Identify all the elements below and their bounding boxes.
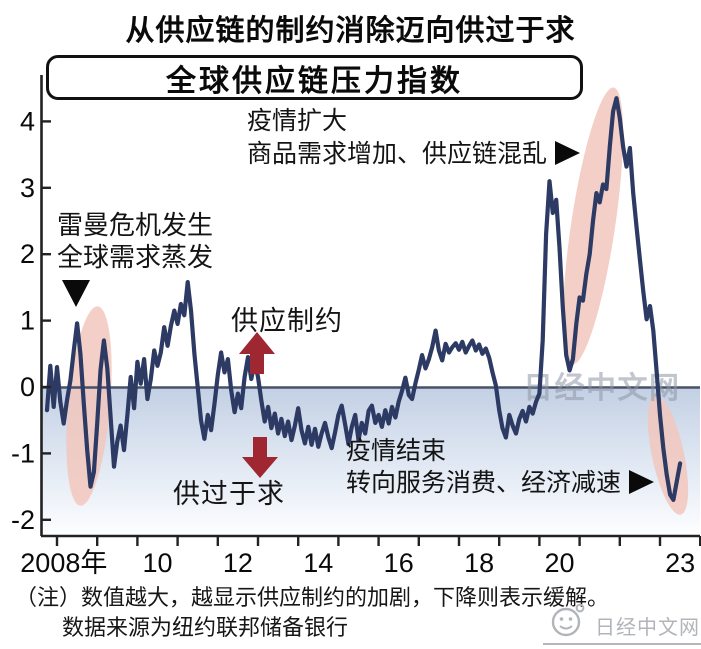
nikkei-logo-icon [551,603,585,637]
x-axis-labels: 2008年 10 12 14 16 18 20 23 [20,548,695,578]
annotation-pandemic-expand-line2-text: 商品需求增加、供应链混乱 [247,140,548,168]
y-tick-label: 4 [20,106,35,136]
footnote-line1: （注）数值越大，越显示供应制约的加剧，下降则表示缓解。 [15,585,610,610]
y-tick-label: 1 [20,306,35,336]
nikkei-logo: 日经中文网 [543,602,701,648]
y-tick-label: -1 [11,438,35,468]
supply-constraint-up-arrow [239,332,275,374]
x-tick-label: 12 [223,548,253,578]
annotation-pandemic-end-line1: 疫情结束 [346,437,447,465]
index-label: 全球供应链压力指数 [166,64,463,98]
annotation-pandemic-end-line2-text: 转向服务消费、经济减速 [346,469,622,497]
x-tick-label: 2008年 [20,548,107,578]
below-zero-gradient-area [42,388,700,536]
x-tick-label: 14 [303,548,333,578]
pointer-right-icon [629,470,655,494]
pointer-down-icon [62,280,90,307]
x-axis-ticks [55,536,701,546]
y-tick-label: 3 [20,173,35,203]
y-axis-ticks [41,120,51,521]
annotation-lehman-line2: 全球需求蒸发 [57,242,214,272]
annotation-pandemic-expand-line2: 商品需求增加、供应链混乱 [247,138,581,171]
annotation-lehman-line1: 雷曼危机发生 [57,210,214,240]
footnote: （注）数值越大，越显示供应制约的加剧，下降则表示缓解。 数据来源为纽约联邦储备银… [15,583,609,643]
pointer-right-icon [555,141,581,165]
annotation-pandemic-end: 疫情结束 转向服务消费、经济减速 [346,435,655,499]
pressure-index-line [44,96,683,502]
y-tick-label: 0 [20,372,35,402]
nikkei-logo-underline [543,643,701,645]
x-tick-label: 23 [665,548,695,578]
x-tick-label: 16 [384,548,414,578]
y-axis-labels: 4 3 2 1 0 -1 -2 [11,106,35,534]
chart-title: 从供应链的制约消除迈向供过于求 [125,15,576,47]
annotation-oversupply: 供过于求 [173,479,285,509]
nikkei-logo-text: 日经中文网 [595,617,700,639]
watermark-text: 日经中文网 [523,371,681,405]
annotation-supply-constraint: 供应制约 [231,306,343,336]
axes [40,75,700,538]
x-tick-label: 10 [142,548,172,578]
annotation-lehman: 雷曼危机发生 全球需求蒸发 [57,209,213,307]
annotation-pandemic-expand-line1: 疫情扩大 [247,107,348,135]
red-arrows [239,332,278,478]
x-tick-label: 20 [544,548,574,578]
annotation-pandemic-end-line2: 转向服务消费、经济减速 [346,467,655,499]
y-tick-label: 2 [20,239,35,269]
footnote-line2: 数据来源为纽约联邦储备银行 [62,615,349,640]
oversupply-down-arrow [242,437,278,478]
annotation-pandemic-expand: 疫情扩大 商品需求增加、供应链混乱 [247,105,581,171]
y-tick-label: -2 [11,505,35,535]
index-label-box: 全球供应链压力指数 [46,55,583,100]
x-tick-label: 18 [464,548,494,578]
